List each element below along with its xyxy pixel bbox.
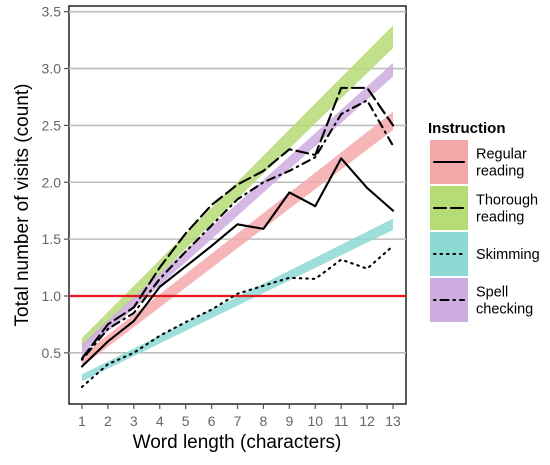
legend-label-line: reading bbox=[476, 164, 524, 180]
y-tick-label-6: 3.5 bbox=[42, 4, 62, 20]
series-line-1 bbox=[80, 86, 395, 360]
x-axis-title: Word length (characters) bbox=[133, 432, 342, 453]
legend-title: Instruction bbox=[428, 120, 506, 137]
y-tick-label-1: 1.0 bbox=[42, 288, 62, 304]
series-line-0 bbox=[80, 157, 395, 368]
legend-label-line: Spell bbox=[476, 285, 508, 301]
legend-label-line: Regular bbox=[476, 147, 527, 163]
series-lines bbox=[80, 86, 395, 388]
y-axis: 0.5 1.0 1.5 2.0 2.5 3.0 3.5 bbox=[42, 4, 69, 361]
legend-label-line: Thorough bbox=[476, 193, 538, 209]
y-tick-label-3: 2.0 bbox=[42, 174, 62, 190]
x-tick-label-2: 3 bbox=[130, 413, 138, 429]
x-tick-label-1: 2 bbox=[104, 413, 112, 429]
x-tick-label-7: 8 bbox=[260, 413, 268, 429]
x-tick-label-8: 9 bbox=[285, 413, 293, 429]
y-tick-label-4: 2.5 bbox=[42, 117, 62, 133]
x-tick-label-9: 10 bbox=[307, 413, 323, 429]
legend-label-line: Skimming bbox=[476, 247, 540, 263]
y-tick-label-0: 0.5 bbox=[42, 345, 62, 361]
x-tick-label-4: 5 bbox=[182, 413, 190, 429]
x-tick-label-12: 13 bbox=[385, 413, 401, 429]
fit-band-2 bbox=[81, 218, 394, 382]
legend-label-2: Skimming bbox=[476, 247, 540, 263]
x-tick-label-0: 1 bbox=[78, 413, 86, 429]
x-tick-label-6: 7 bbox=[234, 413, 242, 429]
y-tick-label-5: 3.0 bbox=[42, 61, 62, 77]
fit-band-0 bbox=[81, 111, 394, 367]
legend-label-line: checking bbox=[476, 302, 533, 318]
y-axis-title: Total number of visits (count) bbox=[12, 84, 33, 327]
legend-label-line: reading bbox=[476, 210, 524, 226]
y-tick-label-2: 1.5 bbox=[42, 231, 62, 247]
x-tick-label-5: 6 bbox=[208, 413, 216, 429]
legend-label-0: Regular reading bbox=[476, 147, 527, 180]
fit-band-3 bbox=[81, 62, 394, 356]
legend-label-1: Thorough reading bbox=[476, 193, 538, 226]
x-tick-label-10: 11 bbox=[334, 413, 349, 429]
series-line-2 bbox=[80, 244, 395, 388]
x-axis: 1 2 3 4 5 6 7 8 9 10 11 12 13 bbox=[78, 404, 401, 429]
x-tick-label-11: 12 bbox=[359, 413, 375, 429]
series-line-3 bbox=[80, 99, 395, 361]
x-tick-label-3: 4 bbox=[156, 413, 164, 429]
legend-label-3: Spell checking bbox=[476, 285, 533, 318]
